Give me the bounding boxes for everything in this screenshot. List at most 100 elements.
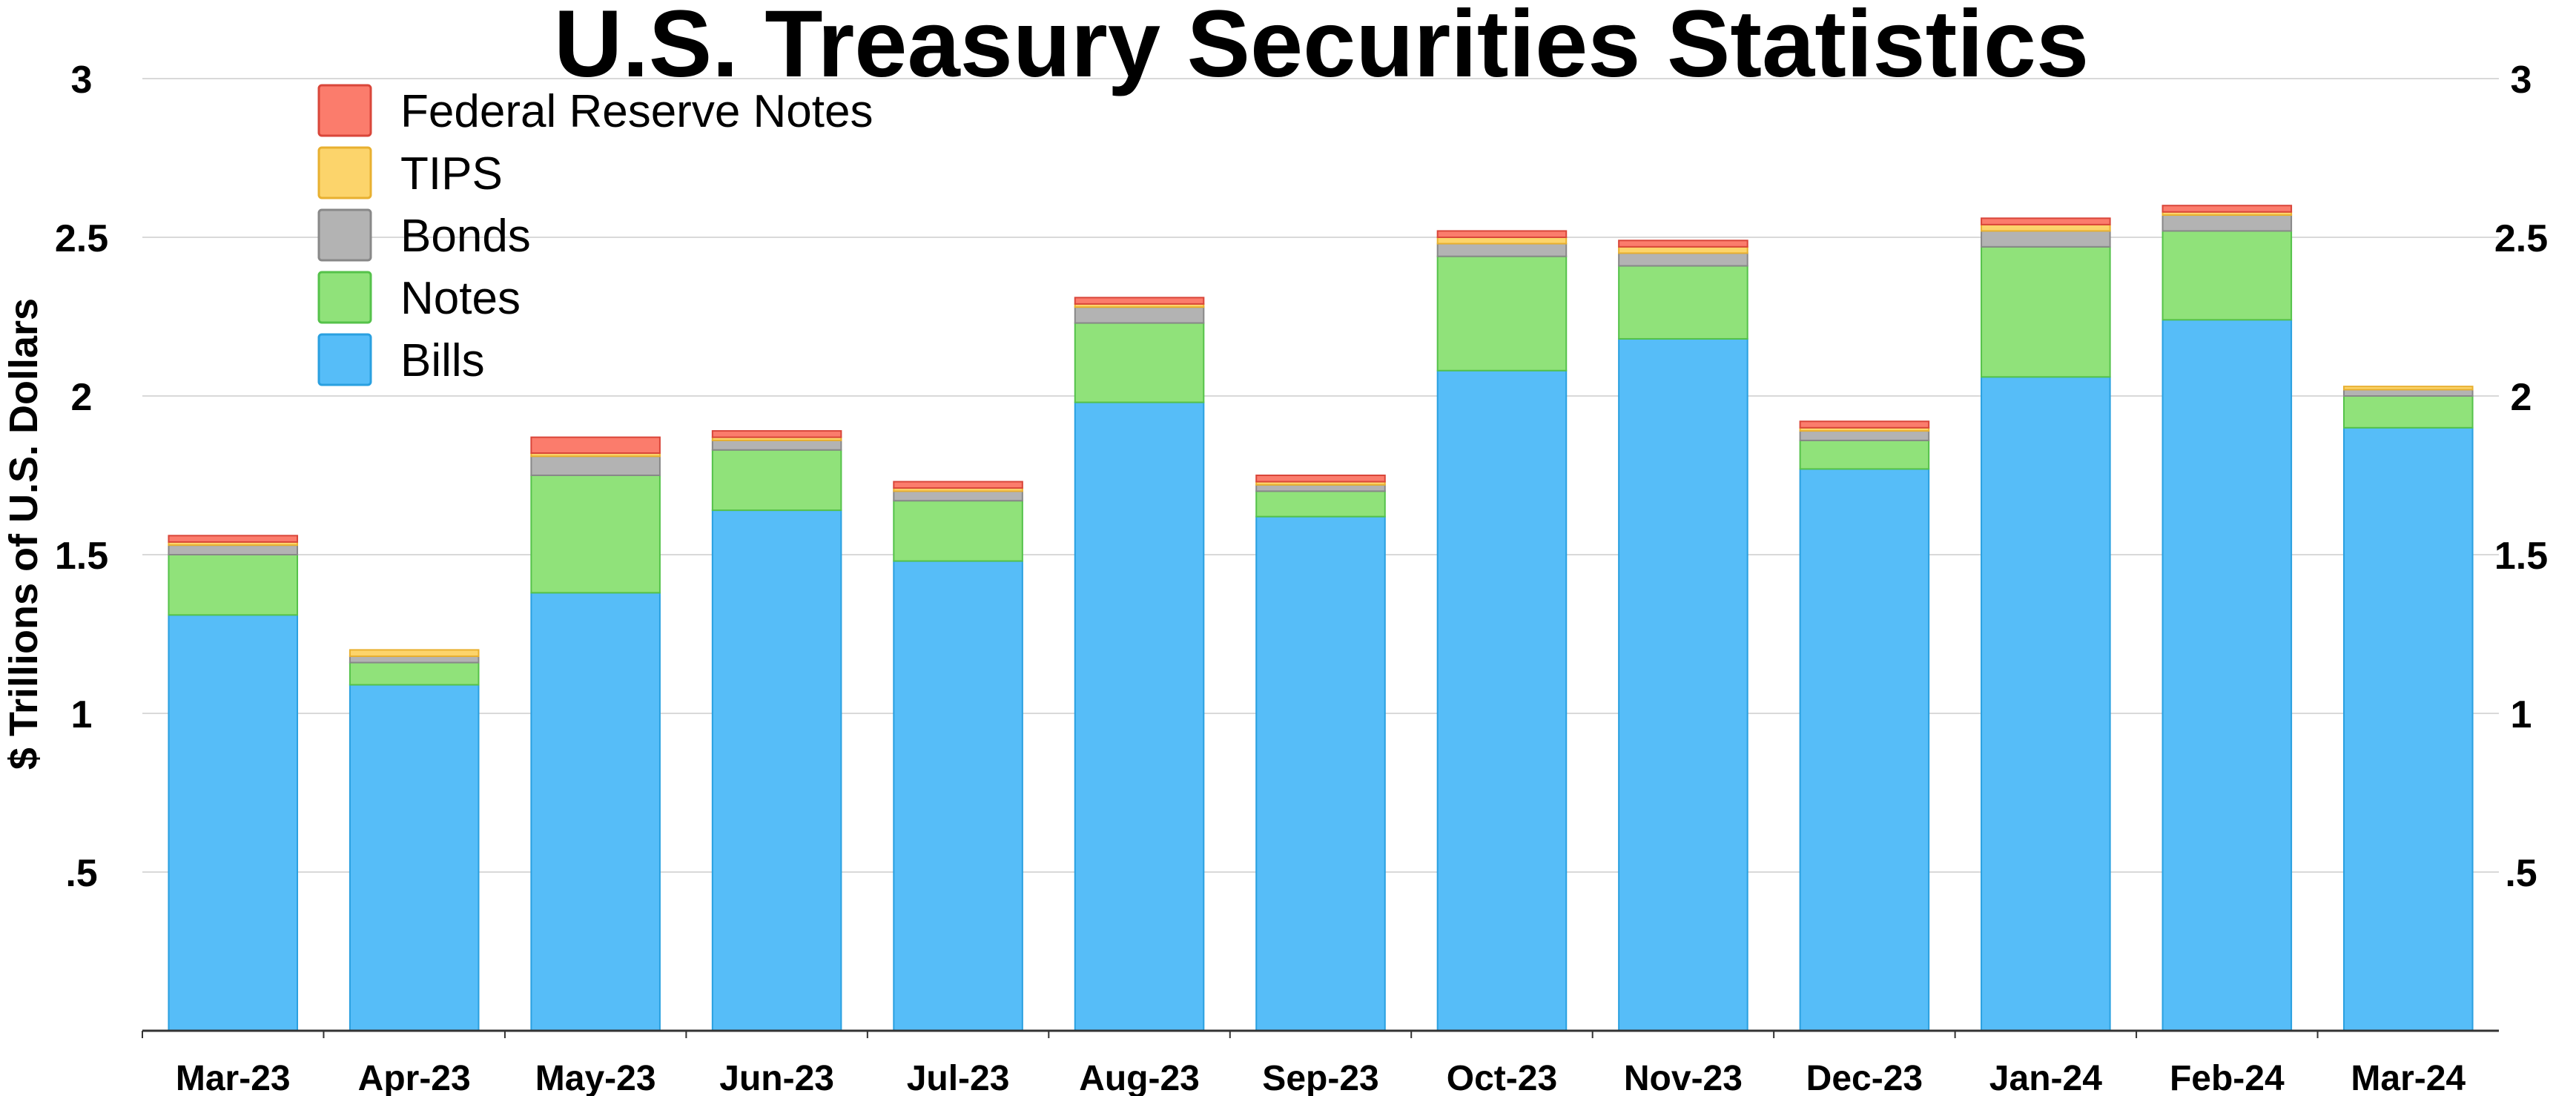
bar-segment-bills [1074,401,1205,1031]
legend: Federal Reserve Notes TIPS Bonds Notes Bills [317,84,873,386]
legend-label: Federal Reserve Notes [400,86,873,137]
bar-segment-bills [711,509,842,1031]
x-tick-label: Jul-23 [907,1059,1010,1096]
bar-segment-bills [893,560,1023,1031]
bar-segment-tips [1981,223,2111,232]
legend-swatch [317,84,372,137]
legend-swatch [317,146,372,199]
bar-group [2161,205,2293,1031]
bar-segment-notes [349,661,480,686]
bar-segment-bonds [1799,430,1930,441]
y-tick-label-right: 2.5 [2494,217,2548,260]
bar-group [349,649,480,1031]
bar-segment-federal-reserve-notes [530,436,661,455]
bar-segment-bills [349,684,480,1031]
bar-segment-bonds [1981,230,2111,248]
bar-segment-notes [1074,322,1205,403]
legend-label: Bills [400,335,485,386]
y-tick-label-right: 3 [2511,59,2532,102]
y-tick-label: 1.5 [55,535,108,578]
bar-segment-federal-reserve-notes [2161,205,2293,213]
x-tick-label: Dec-23 [1806,1059,1923,1096]
bar-group [711,430,842,1031]
bar-segment-tips [1618,245,1748,254]
bar-segment-tips [2342,386,2474,391]
bar-group [1618,240,1748,1031]
x-tick-labels: Mar-23 Apr-23 May-23 Jun-23 Jul-23 Aug-23 Sep-… [142,1031,2466,1096]
bar-group [530,436,661,1031]
bar-segment-bonds [711,439,842,451]
chart-title: U.S. Treasury Securities Statistics [554,0,2089,97]
x-tick-label: Aug-23 [1079,1059,1200,1096]
bar-segment-bonds [530,455,661,477]
bar-segment-bonds [1255,483,1386,492]
y-tick-label-right: 1 [2511,693,2532,736]
x-tick-label: Jun-23 [719,1059,834,1096]
bar-segment-bills [1981,376,2111,1031]
y-axis-label: $ Trillions of U.S. Dollars [1,298,46,770]
legend-label: TIPS [400,148,503,199]
bar-group [168,535,299,1031]
bar-segment-bonds [1618,252,1748,267]
bar-group [1255,475,1386,1031]
bar-segment-notes [2342,395,2474,429]
bar-segment-federal-reserve-notes [711,430,842,438]
legend-swatch [317,333,372,386]
bar-segment-federal-reserve-notes [1436,230,1568,239]
bar-segment-bonds [349,655,480,664]
y-tick-label: 1 [71,693,93,736]
bar-group [2342,386,2474,1031]
bar-segment-notes [893,500,1023,562]
x-tick-label: Apr-23 [358,1059,471,1096]
y-tick-label-right: .5 [2505,852,2537,895]
x-tick-label: Mar-24 [2351,1059,2466,1096]
bar-segment-notes [168,554,299,616]
bar-segment-bills [2161,319,2293,1031]
bar-segment-bills [2342,426,2474,1031]
bar-group [1074,297,1205,1031]
bar-segment-bills [530,592,661,1031]
bar-segment-tips [349,649,480,657]
bar-segment-notes [1981,245,2111,378]
bar-segment-federal-reserve-notes [1074,297,1205,305]
bar-segment-federal-reserve-notes [168,535,299,543]
bar-segment-bills [1436,369,1568,1031]
bar-segment-bills [1799,468,1930,1031]
bar-segment-tips [1436,237,1568,245]
bar-segment-notes [1255,490,1386,518]
y-tick-labels-right: .5 1 1.5 2 2.5 3 [2494,59,2548,895]
bar-segment-federal-reserve-notes [893,481,1023,489]
x-tick-label: Jan-24 [1989,1059,2102,1096]
bar-segment-notes [2161,230,2293,321]
legend-swatch [317,271,372,324]
x-tick-label: Sep-23 [1262,1059,1378,1096]
y-tick-label-right: 1.5 [2494,535,2548,578]
bar-segment-bonds [1436,242,1568,257]
bar-segment-notes [711,449,842,512]
bar-segment-notes [1618,265,1748,340]
bar-segment-federal-reserve-notes [1618,240,1748,248]
x-tick-label: Mar-23 [176,1059,291,1096]
bar-segment-bonds [2342,389,2474,397]
x-tick-label: Oct-23 [1447,1059,1557,1096]
bar-segment-notes [1436,255,1568,372]
bar-segment-bills [168,614,299,1031]
y-tick-labels-left: .5 1 1.5 2 2.5 3 [55,59,108,895]
bar-segment-federal-reserve-notes [1799,420,1930,429]
bar-segment-notes [530,475,661,594]
bar-segment-bonds [893,490,1023,502]
y-tick-label: 2 [71,376,93,419]
legend-swatch [317,208,372,262]
bar-group [893,481,1023,1031]
bar-group [1981,217,2111,1031]
bar-segment-notes [1799,439,1930,470]
bar-segment-federal-reserve-notes [1981,217,2111,225]
x-tick-label: May-23 [535,1059,656,1096]
y-tick-label-right: 2 [2511,376,2532,419]
bar-segment-bonds [2161,214,2293,232]
x-tick-label: Feb-24 [2170,1059,2285,1096]
bar-segment-federal-reserve-notes [1255,475,1386,483]
x-tick-label: Nov-23 [1624,1059,1743,1096]
y-tick-label: .5 [65,852,97,895]
